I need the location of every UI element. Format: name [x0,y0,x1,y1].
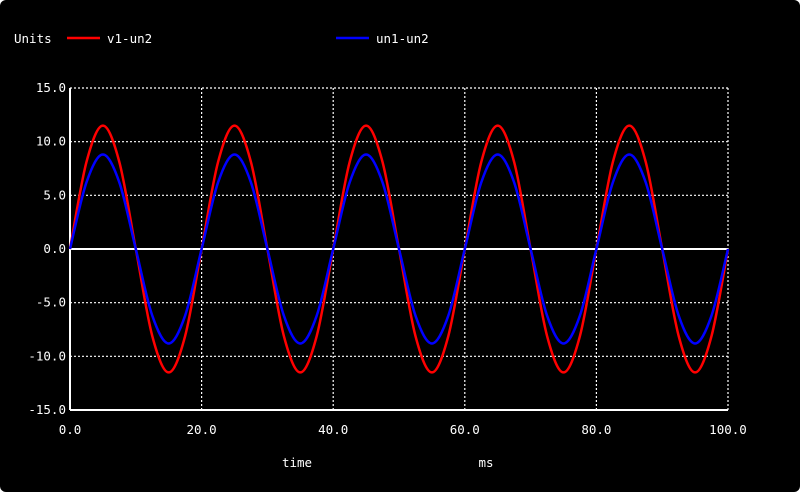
legend-label-v1-un2: v1-un2 [107,31,152,46]
y-tick-label: -10.0 [28,348,66,363]
x-tick-label: 80.0 [581,422,611,437]
legend-units-label: Units [14,31,52,46]
x-axis-unit: ms [478,455,493,470]
y-tick-label: 10.0 [36,134,66,149]
y-tick-label: 5.0 [43,187,66,202]
y-tick-label: 0.0 [43,241,66,256]
x-tick-label: 60.0 [450,422,480,437]
y-tick-label: -15.0 [28,402,66,417]
x-tick-label: 40.0 [318,422,348,437]
series-line-un1-un2 [68,153,730,345]
y-tick-label: 15.0 [36,80,66,95]
series [68,124,730,374]
y-tick-label: -5.0 [36,295,66,310]
x-tick-label: 20.0 [187,422,217,437]
legend-label-un1-un2: un1-un2 [376,31,429,46]
x-tick-label: 0.0 [59,422,82,437]
tick-labels: 15.0 10.0 5.0 0.0 -5.0 -10.0 -15.0 0.0 20.0 40.0 6… [28,80,746,437]
x-axis-label: time [282,455,312,470]
x-tick-label: 100.0 [709,422,747,437]
